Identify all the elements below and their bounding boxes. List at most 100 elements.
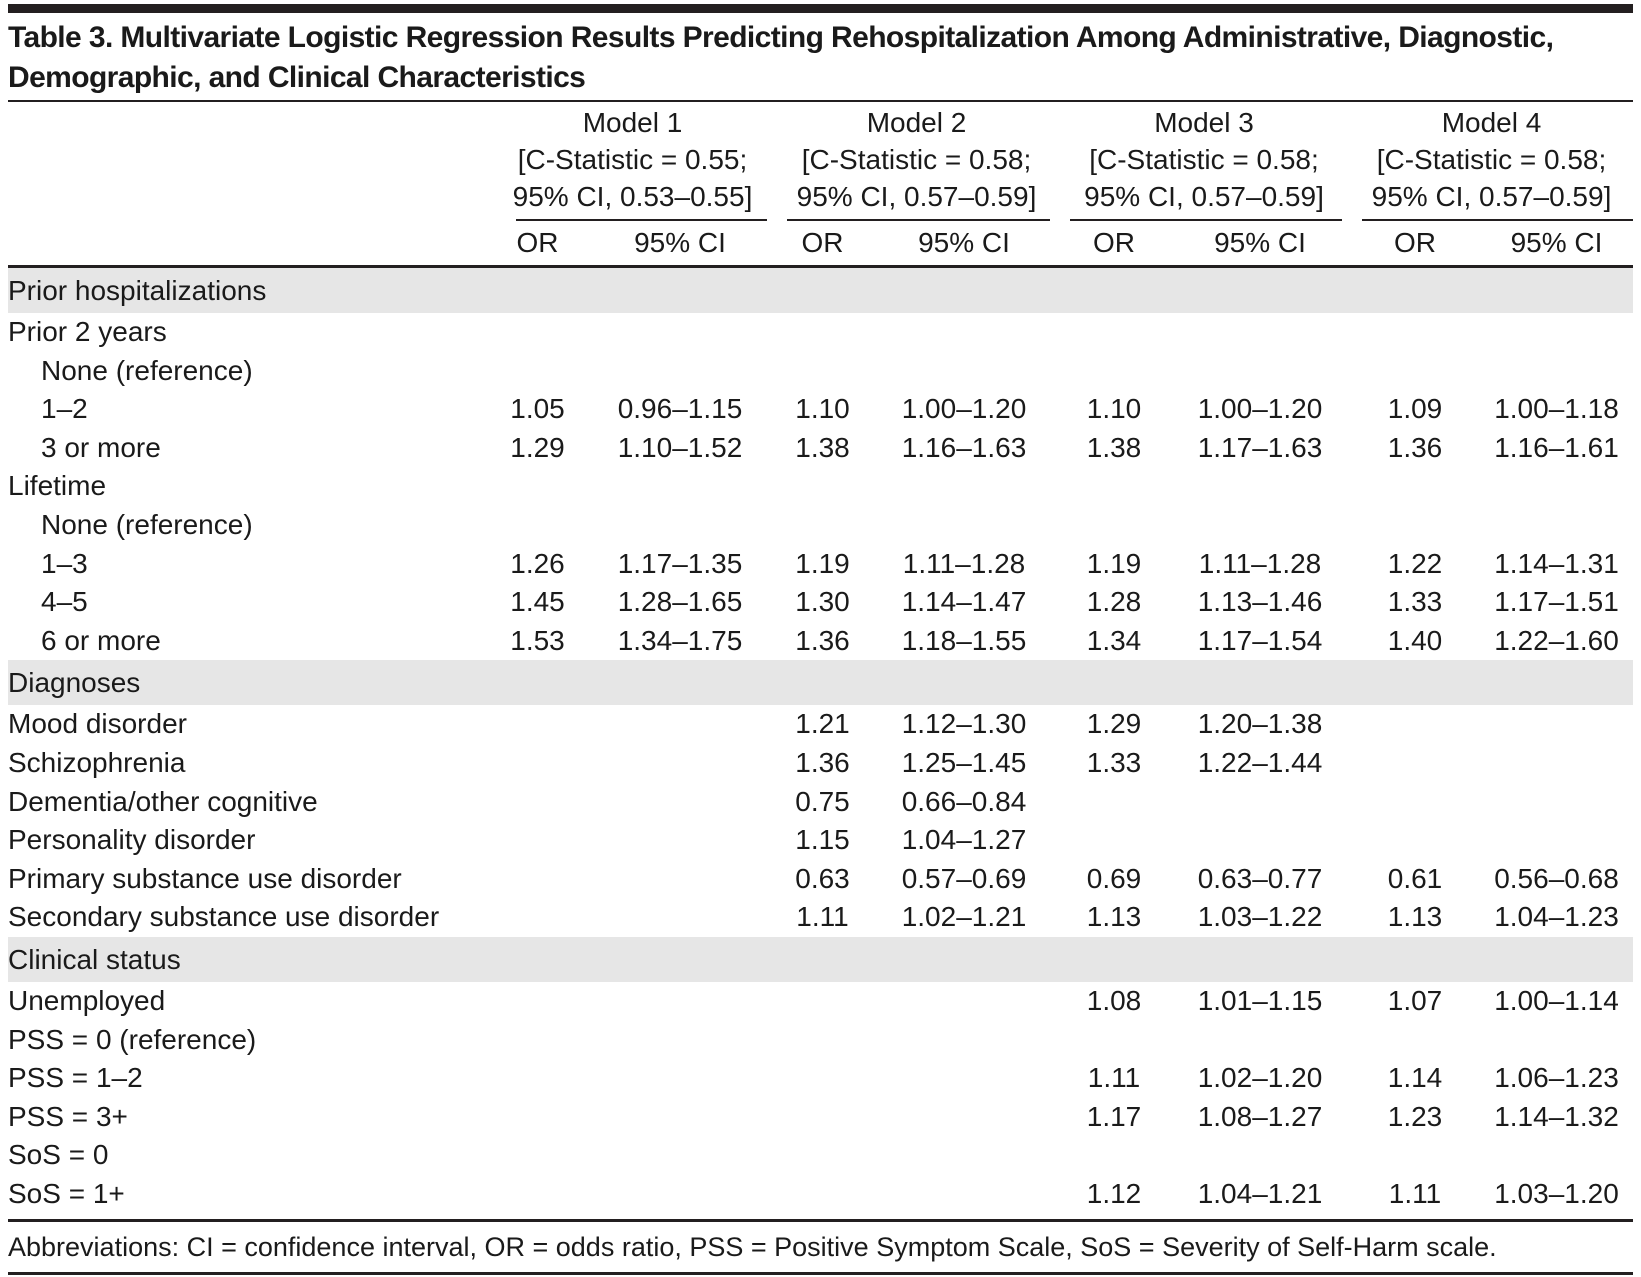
table-row: Unemployed 1.08 1.01–1.15 1.07 1.00–1.14 — [8, 982, 1633, 1021]
model-1-ci-value — [585, 1021, 775, 1060]
model-2-underline — [775, 215, 1058, 221]
title-rule — [8, 100, 1633, 102]
model-1-or-value — [490, 1136, 585, 1175]
model-1-ci-value: 1.34–1.75 — [617, 624, 743, 656]
table-row: PSS = 0 (reference) — [8, 1021, 1633, 1060]
model-3-or-value: 1.08 — [1086, 984, 1142, 1016]
model-1-underline — [490, 215, 775, 221]
model-3-or-value: 1.34 — [1086, 624, 1142, 656]
model-2-ci-value: 1.16–1.63 — [901, 431, 1027, 463]
model-3-ci-value: 1.20–1.38 — [1197, 708, 1323, 740]
model-3-or-value: 1.38 — [1086, 431, 1142, 463]
table-row: Dementia/other cognitive 0.75 0.66–0.84 — [8, 783, 1633, 822]
group-rule — [1070, 219, 1342, 221]
model-4-or-value — [1350, 821, 1480, 860]
model-2-or-value: 0.63 — [795, 862, 850, 894]
model-1-ci-value: 0.96–1.15 — [617, 393, 743, 425]
model-2-ci-value — [870, 1098, 1058, 1137]
section-label: Clinical status — [8, 936, 1633, 982]
row-label: SoS = 0 — [8, 1139, 109, 1171]
model-4-or-value: 0.61 — [1387, 862, 1443, 894]
model-3-or-header: OR — [1093, 227, 1135, 258]
model-3-ci-value: 1.01–1.15 — [1197, 984, 1323, 1016]
row-label: PSS = 3+ — [8, 1100, 128, 1132]
model-2-ci-value — [870, 313, 1058, 352]
row-label: None (reference) — [41, 508, 253, 540]
table-row: Primary substance use disorder 0.63 0.57–0… — [8, 860, 1633, 899]
model-1-ci-value — [585, 783, 775, 822]
model-3-ci-header: 95% CI — [1214, 227, 1306, 258]
model-2-or-value: 1.21 — [795, 708, 850, 740]
model-3-ci-value — [1170, 1136, 1350, 1175]
model-3-or-value: 1.10 — [1086, 393, 1142, 425]
model-3-or-value — [1058, 467, 1170, 506]
row-label: PSS = 1–2 — [8, 1062, 143, 1094]
model-4-or-value — [1350, 313, 1480, 352]
model-2-or-value: 1.15 — [795, 824, 850, 856]
model-4-ci-value — [1480, 1021, 1633, 1060]
model-1-or-value — [490, 898, 585, 937]
model-1-ci-value: 1.10–1.52 — [617, 431, 743, 463]
model-3-ci-value: 1.22–1.44 — [1197, 746, 1323, 778]
model-3-or-value — [1058, 821, 1170, 860]
model-4-or-value: 1.07 — [1387, 984, 1443, 1016]
model-4-or-value: 1.36 — [1387, 431, 1443, 463]
model-4-ci-value: 1.14–1.32 — [1494, 1100, 1619, 1132]
model-2-or-value — [775, 1021, 870, 1060]
model-3-or-value — [1058, 1136, 1170, 1175]
model-4-or-value: 1.22 — [1387, 547, 1443, 579]
model-2-ci-value: 1.00–1.20 — [901, 393, 1027, 425]
model-2-ci-value — [870, 506, 1058, 545]
table-title: Table 3. Multivariate Logistic Regressio… — [8, 21, 1554, 94]
model-1-name: Model 1 — [582, 107, 683, 138]
model-1-or-value — [490, 1059, 585, 1098]
row-label: Secondary substance use disorder — [8, 901, 440, 933]
model-3-or-value — [1058, 1021, 1170, 1060]
model-4-ci-value: 1.03–1.20 — [1494, 1177, 1619, 1209]
model-1-ci-value — [585, 313, 775, 352]
model-4-name: Model 4 — [1441, 107, 1542, 138]
model-4-ci-value — [1480, 821, 1633, 860]
model-2-ci: 95% CI, 0.57–0.59] — [796, 181, 1037, 212]
table-row: 1–2 1.05 0.96–1.15 1.10 1.00–1.20 1.10 1.00–1.… — [8, 390, 1633, 429]
model-1-or-value — [490, 982, 585, 1021]
model-4-ci-value: 1.00–1.14 — [1494, 984, 1619, 1016]
table-row: None (reference) — [8, 352, 1633, 391]
section-row: Diagnoses — [8, 660, 1633, 706]
model-4-ci-value — [1480, 352, 1633, 391]
model-4-or-value: 1.33 — [1387, 586, 1443, 618]
model-3-or-value — [1058, 313, 1170, 352]
model-3-or-value: 1.13 — [1086, 901, 1142, 933]
model-1-ci-value — [585, 1136, 775, 1175]
model-1-ci-value: 1.28–1.65 — [617, 586, 743, 618]
model-3-ci: 95% CI, 0.57–0.59] — [1084, 181, 1324, 212]
footnote: Abbreviations: CI = confidence interval,… — [8, 1232, 1497, 1262]
model-4-or-header: OR — [1394, 227, 1436, 258]
model-1-or-value — [490, 467, 585, 506]
model-4-or-value — [1350, 744, 1480, 783]
row-label: Mood disorder — [8, 708, 187, 740]
model-2-or-value: 1.30 — [795, 586, 850, 618]
model-4-or-value — [1350, 783, 1480, 822]
model-1-ci-value — [585, 821, 775, 860]
group-rule — [516, 219, 767, 221]
model-2-or-value: 1.36 — [795, 624, 850, 656]
model-1-or-value — [490, 1021, 585, 1060]
table-row: Mood disorder 1.21 1.12–1.30 1.29 1.20–1.38 — [8, 705, 1633, 744]
model-4-or-value — [1350, 352, 1480, 391]
model-4-cstat: [C-Statistic = 0.58; — [1376, 144, 1607, 175]
model-1-ci-value — [585, 1098, 775, 1137]
model-4-or-value — [1350, 467, 1480, 506]
model-3-ci-value — [1170, 313, 1350, 352]
model-1-ci-value — [585, 705, 775, 744]
model-2-or-value — [775, 1175, 870, 1214]
model-4-or-value: 1.11 — [1388, 1177, 1442, 1209]
section-row: Clinical status — [8, 936, 1633, 982]
model-1-cstat: [C-Statistic = 0.55; — [517, 144, 748, 175]
table-row: PSS = 3+ 1.17 1.08–1.27 1.23 1.14–1.32 — [8, 1098, 1633, 1137]
group-rule — [1362, 219, 1633, 221]
row-label: 1–2 — [41, 393, 88, 425]
model-4-ci-value — [1480, 313, 1633, 352]
table-row: Schizophrenia 1.36 1.25–1.45 1.33 1.22–1.44 — [8, 744, 1633, 783]
model-4-ci-value — [1480, 1136, 1633, 1175]
